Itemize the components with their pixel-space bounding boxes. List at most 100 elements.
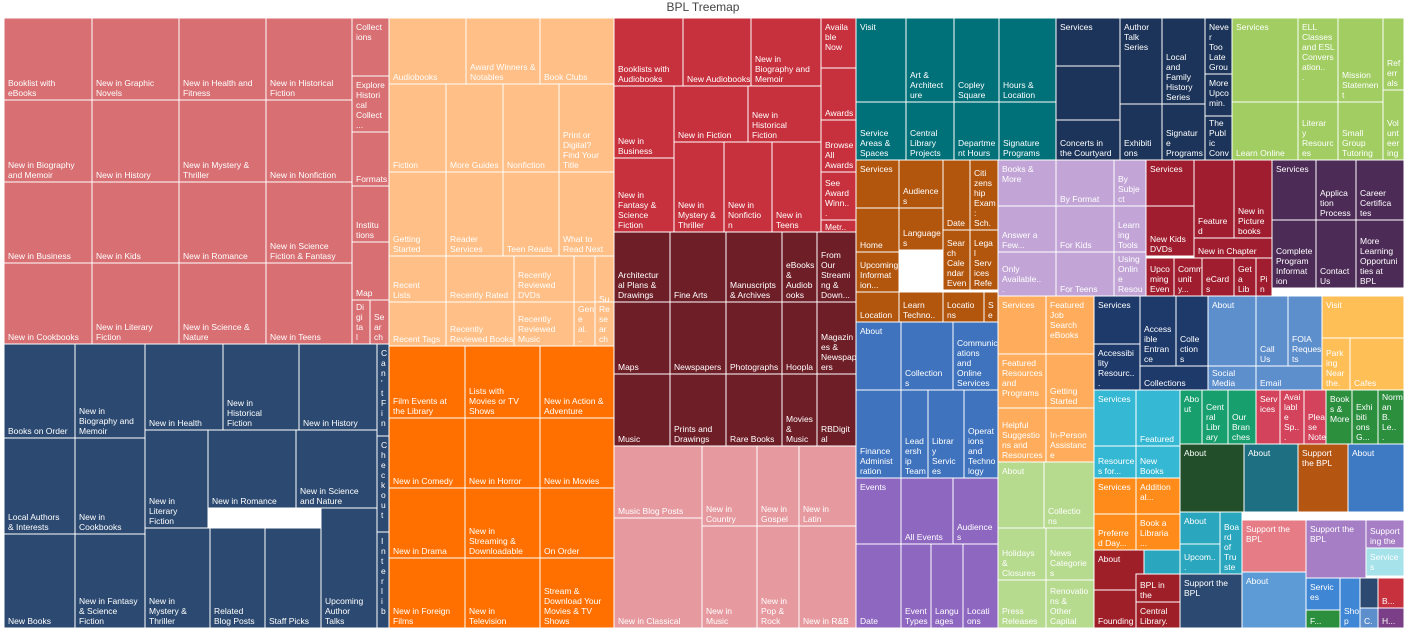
treemap-tile[interactable]: eBooks & Audiob ooks bbox=[781, 231, 818, 303]
treemap-tile[interactable]: New in Nonfiction bbox=[265, 99, 353, 183]
treemap-tile[interactable]: Booklist with eBooks bbox=[3, 17, 93, 101]
treemap-tile[interactable]: Fine Arts bbox=[669, 231, 727, 303]
treemap-tile[interactable]: Maps bbox=[613, 301, 671, 375]
treemap-tile[interactable]: Operat ions and Techno logy bbox=[963, 389, 999, 479]
treemap-tile[interactable]: Map bbox=[351, 241, 390, 301]
treemap-tile[interactable]: From Our Streami ng & Down... bbox=[816, 231, 857, 303]
treemap-tile[interactable]: Answer a Few... bbox=[997, 205, 1057, 253]
treemap-tile[interactable]: Rare Books bbox=[725, 373, 783, 447]
treemap-tile[interactable]: Concerts in the Courtyard bbox=[1055, 119, 1121, 161]
treemap-tile[interactable]: New in Mystery & Thriller bbox=[144, 527, 211, 629]
treemap-tile[interactable]: Formats bbox=[351, 131, 390, 187]
treemap-tile[interactable]: Services bbox=[1093, 295, 1141, 345]
treemap-tile[interactable]: Email bbox=[1255, 365, 1323, 391]
treemap-tile[interactable]: H... bbox=[1377, 607, 1405, 629]
treemap-tile[interactable]: Norm an B. Le... bbox=[1377, 389, 1405, 445]
treemap-tile[interactable]: Pi n bbox=[1255, 257, 1273, 297]
treemap-tile[interactable]: Audience s bbox=[898, 159, 944, 209]
treemap-tile[interactable]: Resource s for... bbox=[1093, 445, 1137, 479]
treemap-tile[interactable]: Services bbox=[1093, 477, 1137, 515]
treemap-tile[interactable]: New in Historical Fiction bbox=[747, 85, 822, 143]
treemap-tile[interactable]: New in Romance bbox=[207, 429, 297, 509]
treemap-tile[interactable]: eCard s bbox=[1201, 257, 1235, 297]
treemap-tile[interactable]: Sear ch Cale ndar Even bbox=[942, 229, 971, 291]
treemap-tile[interactable]: New in Biography and Memoir bbox=[74, 343, 146, 439]
treemap-tile[interactable]: What to Read Next bbox=[558, 171, 615, 257]
treemap-tile[interactable]: On Order bbox=[539, 487, 615, 559]
treemap-tile[interactable]: Literar y Resourc es bbox=[1297, 101, 1339, 161]
treemap-tile[interactable]: New in Fiction bbox=[673, 85, 749, 143]
treemap-tile[interactable]: Communic ations and Online Services bbox=[952, 321, 999, 391]
treemap-tile[interactable]: Upcoming Author Talks bbox=[320, 507, 378, 629]
treemap-tile[interactable]: About bbox=[1179, 511, 1221, 545]
treemap-tile[interactable]: Services bbox=[1093, 389, 1137, 447]
treemap-tile[interactable]: Vol unt eer ing bbox=[1382, 89, 1405, 161]
treemap-tile[interactable]: New in Teens bbox=[265, 262, 353, 345]
treemap-tile[interactable]: Events bbox=[855, 477, 902, 545]
treemap-tile[interactable]: New in History bbox=[91, 99, 180, 183]
treemap-tile[interactable]: Support the BPL bbox=[1241, 519, 1307, 573]
treemap-tile[interactable]: Exhibiti ons bbox=[1119, 103, 1163, 161]
treemap-tile[interactable]: Applica tion Process bbox=[1315, 159, 1357, 221]
treemap-tile[interactable]: Recently Reviewed Books bbox=[445, 301, 515, 347]
treemap-tile[interactable]: B... bbox=[1377, 577, 1405, 609]
treemap-tile[interactable]: Learn Techno.. bbox=[898, 291, 944, 323]
treemap-tile[interactable]: Sho p bbox=[1339, 577, 1361, 629]
treemap-tile[interactable]: Home bbox=[855, 207, 900, 253]
treemap-tile[interactable]: Upcom... bbox=[1179, 543, 1221, 575]
treemap-tile[interactable]: Exhi biti ons G... bbox=[1351, 389, 1379, 445]
treemap-tile[interactable]: Di gi ta l bbox=[351, 299, 371, 345]
treemap-tile[interactable]: Se ar ch bbox=[369, 299, 390, 345]
treemap-tile[interactable]: Collections bbox=[1139, 365, 1209, 391]
treemap-tile[interactable]: Date bbox=[855, 543, 902, 629]
treemap-tile[interactable]: Reader Services bbox=[445, 171, 504, 257]
treemap-tile[interactable]: New in Fantasy & Science Fiction bbox=[613, 157, 675, 233]
treemap-tile[interactable]: Neve r Too Late Grou bbox=[1204, 17, 1233, 75]
treemap-tile[interactable]: New in Television bbox=[464, 557, 541, 629]
treemap-tile[interactable]: New in Gospel bbox=[756, 445, 800, 527]
treemap-tile[interactable]: Movies & Music bbox=[781, 373, 818, 447]
treemap-tile[interactable]: Awards bbox=[820, 67, 857, 121]
treemap-tile[interactable]: New in Literary Fiction bbox=[144, 429, 209, 529]
treemap-tile[interactable]: Local and Family History Series bbox=[1161, 17, 1206, 105]
treemap-tile[interactable]: Magazin es & Newspap ers bbox=[816, 301, 857, 375]
treemap-tile[interactable]: Access ible Entran ce bbox=[1139, 295, 1177, 367]
treemap-tile[interactable]: Mission Statemen t bbox=[1337, 17, 1384, 103]
treemap-tile[interactable]: Recent Lists bbox=[388, 255, 447, 303]
treemap-tile[interactable]: Recently Reviewed Music bbox=[513, 301, 575, 347]
treemap-tile[interactable]: F... bbox=[1305, 609, 1341, 629]
treemap-tile[interactable]: Central Library Projects bbox=[905, 101, 955, 161]
treemap-tile[interactable]: New Audiobooks bbox=[682, 17, 752, 87]
treemap-tile[interactable]: Support the BPL bbox=[1305, 519, 1367, 579]
treemap-tile[interactable]: Central Library. bbox=[1135, 601, 1181, 629]
treemap-tile[interactable]: Award Winners & Notables bbox=[465, 17, 541, 85]
treemap-tile[interactable]: New in Foreign Films bbox=[388, 557, 466, 629]
treemap-tile[interactable]: About bbox=[1207, 295, 1257, 367]
treemap-tile[interactable]: Learn Online bbox=[1231, 101, 1299, 161]
treemap-tile[interactable]: Date bbox=[942, 159, 971, 231]
treemap-tile[interactable]: The Publ ic Conv bbox=[1204, 115, 1233, 161]
treemap-tile[interactable]: New in Comedy bbox=[388, 417, 466, 489]
treemap-tile[interactable]: New in Kids bbox=[91, 181, 180, 264]
treemap-tile[interactable]: Lead ersh ip Team bbox=[900, 389, 929, 479]
treemap-tile[interactable]: Availa ble Now bbox=[820, 17, 857, 69]
treemap-tile[interactable]: Getting Started bbox=[1045, 353, 1095, 409]
treemap-tile[interactable]: New in Action & Adventure bbox=[539, 345, 615, 419]
treemap-tile[interactable]: New in Biography and Memoir bbox=[3, 99, 93, 183]
treemap-tile[interactable]: About bbox=[1241, 571, 1307, 629]
treemap-tile[interactable]: New in Cookbooks bbox=[3, 262, 93, 345]
treemap-tile[interactable]: Art & Architect ure bbox=[905, 17, 955, 103]
treemap-tile[interactable]: Finance Administ ration bbox=[855, 389, 902, 479]
treemap-tile[interactable]: Audience s bbox=[952, 477, 999, 545]
